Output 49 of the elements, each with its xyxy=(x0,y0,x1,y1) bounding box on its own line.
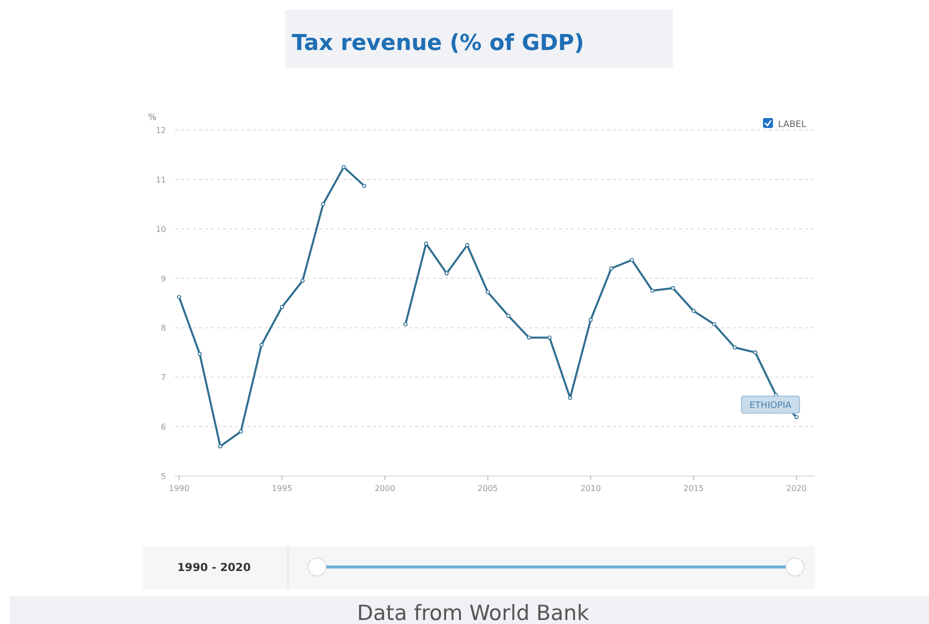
point xyxy=(321,202,326,206)
point xyxy=(403,322,408,326)
chart-title: Tax revenue (% of GDP) xyxy=(292,31,584,56)
x-tick-label: 2010 xyxy=(580,484,601,493)
point xyxy=(630,258,634,262)
point xyxy=(732,345,737,350)
point xyxy=(259,343,264,348)
y-axis-title: % xyxy=(148,113,157,123)
point xyxy=(794,415,798,420)
point xyxy=(362,184,366,188)
point xyxy=(671,286,676,290)
x-tick-label: 2020 xyxy=(786,484,807,493)
point xyxy=(692,308,696,313)
point xyxy=(280,304,284,309)
point xyxy=(424,242,428,246)
x-tick-label: 2000 xyxy=(374,484,396,493)
y-tick-label: 5 xyxy=(160,472,166,481)
x-tick-label: 1995 xyxy=(272,484,292,493)
point xyxy=(548,336,552,340)
y-tick-label: 8 xyxy=(160,324,166,333)
series-label: ETHIOPIA xyxy=(750,401,792,412)
point xyxy=(526,336,531,340)
y-tick-label: 7 xyxy=(160,373,166,382)
text: 1990 - 2020 xyxy=(177,561,252,574)
y-tick-label: 11 xyxy=(156,175,166,184)
x-tick-label: 1990 xyxy=(168,484,190,493)
annotation: LABEL xyxy=(778,120,806,130)
y-tick-label: 10 xyxy=(156,224,166,234)
point xyxy=(342,165,346,170)
point xyxy=(588,318,593,322)
point xyxy=(300,278,305,283)
point xyxy=(609,266,614,270)
x-tick-label: 2005 xyxy=(478,484,498,493)
point xyxy=(238,430,243,434)
point xyxy=(486,290,490,294)
x-tick-label: 2015 xyxy=(683,484,704,493)
point xyxy=(650,288,654,293)
point xyxy=(712,322,716,326)
y-tick-label: 6 xyxy=(160,422,166,432)
point xyxy=(444,271,449,276)
point xyxy=(198,352,202,356)
point xyxy=(568,396,572,400)
point xyxy=(753,350,758,354)
y-tick-label: 9 xyxy=(160,274,166,284)
point xyxy=(218,444,222,448)
point xyxy=(177,295,182,300)
point xyxy=(506,314,510,318)
text: Data from World Bank xyxy=(357,601,590,624)
y-tick-label: 12 xyxy=(156,126,166,135)
